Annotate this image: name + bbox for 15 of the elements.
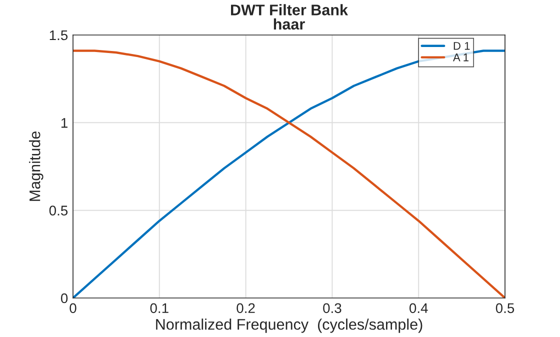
x-tick-label: 0.5: [496, 303, 514, 314]
y-tick-label: 1.5: [50, 30, 68, 40]
y-tick-label: 0.5: [49, 206, 68, 216]
legend-label: A 1: [452, 54, 468, 62]
x-axis-title: Normalized Frequency (cycles/sample): [156, 318, 422, 333]
y-tick-label: 1: [61, 118, 68, 128]
x-tick-label: 0.4: [409, 303, 428, 314]
y-axis-title: Magnitude: [29, 132, 44, 201]
x-tick-label: 0.1: [150, 303, 168, 314]
x-tick-label: 0.2: [236, 303, 255, 314]
legend-label: D 1: [454, 42, 470, 50]
chart-title: DWT Filter Bank haar: [231, 4, 348, 30]
y-tick-label: 0: [60, 293, 68, 304]
x-tick-label: 0: [70, 303, 76, 314]
x-tick-label: 0.3: [323, 303, 342, 314]
